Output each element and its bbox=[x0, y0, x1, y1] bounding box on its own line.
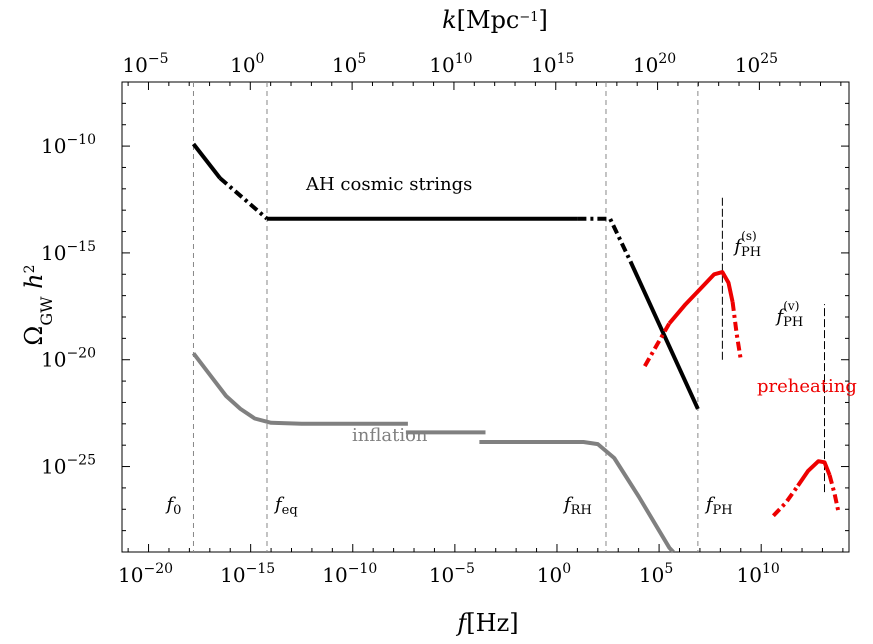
tick-marks bbox=[122, 81, 849, 553]
x-tick-label: 10−15 bbox=[220, 561, 275, 587]
y-axis-title: ΩGW h2 bbox=[20, 264, 56, 345]
x-tick-label: 10−10 bbox=[322, 561, 377, 587]
y-tick-label: 10−25 bbox=[41, 453, 96, 479]
plot-frame bbox=[121, 81, 850, 553]
peak-label-1: fPH(v) bbox=[774, 299, 803, 330]
series-1-segment-0 bbox=[191, 352, 408, 426]
annotation-preheating: preheating bbox=[757, 376, 857, 397]
series-0-segment-0 bbox=[191, 142, 222, 180]
reference-lines: f0 feq fRH fPH fPH(s) fPH(v) bbox=[164, 82, 825, 552]
series-2-segment-1 bbox=[667, 270, 735, 325]
top-axis-title: k[Mpc−1] bbox=[442, 6, 548, 34]
series-1-segment-2 bbox=[479, 440, 675, 554]
vline-label-PH: fPH bbox=[704, 494, 733, 518]
vline-label-eq: feq bbox=[273, 494, 298, 518]
y-tick-label: 10−15 bbox=[41, 239, 96, 265]
series-group bbox=[191, 142, 841, 554]
tick-labels: 10−20 10−15 10−10 10−5 100 105 1010 10−5 100 105 1… bbox=[41, 51, 780, 587]
series-2-segment-0 bbox=[643, 322, 672, 368]
series-0-segment-1 bbox=[218, 176, 269, 221]
x-axis-title: f[Hz] bbox=[455, 609, 518, 637]
top-tick-label: 10−5 bbox=[122, 51, 168, 77]
top-tick-label: 1020 bbox=[633, 51, 676, 77]
peak-label-0: fPH(s) bbox=[732, 229, 761, 260]
vline-label-RH: fRH bbox=[562, 494, 592, 518]
x-tick-label: 10−20 bbox=[118, 561, 173, 587]
x-tick-label: 105 bbox=[639, 561, 673, 587]
top-tick-label: 105 bbox=[332, 51, 366, 77]
x-tick-label: 100 bbox=[537, 561, 571, 587]
x-tick-label: 10−5 bbox=[429, 561, 475, 587]
series-0-segment-3 bbox=[577, 216, 633, 263]
series-3-segment-1 bbox=[796, 459, 832, 487]
y-tick-label: 10−20 bbox=[41, 346, 96, 372]
series-3-segment-0 bbox=[771, 484, 800, 518]
top-tick-label: 100 bbox=[230, 51, 264, 77]
annotation-inflation: inflation bbox=[352, 425, 428, 446]
vline-label-0: f0 bbox=[164, 494, 181, 518]
top-tick-label: 1010 bbox=[429, 51, 472, 77]
x-tick-label: 1010 bbox=[737, 561, 780, 587]
series-2-segment-2 bbox=[730, 301, 743, 361]
y-tick-label: 10−10 bbox=[41, 132, 96, 158]
series-0-segment-4 bbox=[628, 260, 700, 410]
annotation-cosmic-strings: AH cosmic strings bbox=[305, 174, 472, 195]
top-tick-label: 1025 bbox=[735, 51, 778, 77]
top-tick-label: 1015 bbox=[531, 51, 574, 77]
series-3-segment-2 bbox=[827, 474, 841, 514]
